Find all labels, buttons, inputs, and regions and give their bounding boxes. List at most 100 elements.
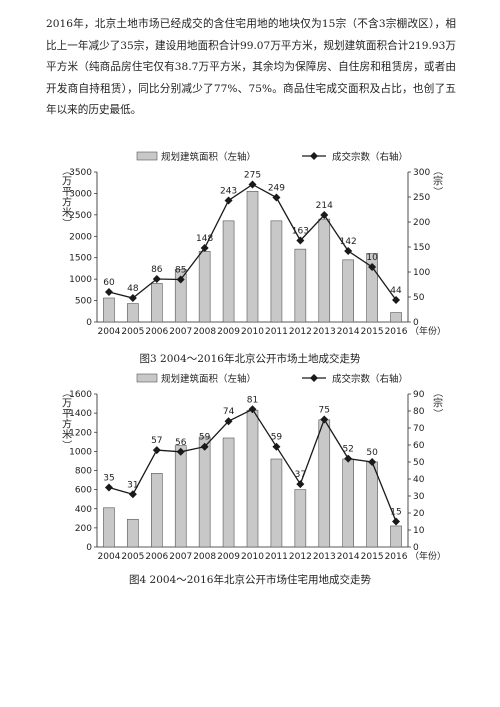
y-right-tick-label: 250 bbox=[413, 193, 430, 203]
figure3-chart: 规划建筑面积（左轴） 成交宗数（右轴）0500100015002000250030… bbox=[61, 151, 447, 337]
line-data-label: 37 bbox=[295, 470, 306, 480]
bar bbox=[294, 489, 307, 548]
line-point bbox=[128, 490, 137, 499]
bar bbox=[342, 458, 354, 548]
line-data-label: 142 bbox=[340, 237, 357, 247]
x-tick-label: 2004 bbox=[98, 327, 121, 337]
line-data-label: 52 bbox=[342, 445, 353, 455]
legend-bar-label: 规划建筑面积（左轴） bbox=[161, 151, 256, 163]
legend-line-marker bbox=[310, 152, 318, 160]
y-left-tick-label: 400 bbox=[75, 505, 92, 515]
y-left-tick-label: 1600 bbox=[69, 390, 92, 400]
bar bbox=[103, 507, 115, 548]
y-right-tick-label: 60 bbox=[413, 441, 425, 451]
bar bbox=[366, 461, 378, 548]
x-tick-label: 2012 bbox=[289, 552, 312, 562]
x-tick-label: 2010 bbox=[241, 552, 264, 562]
x-tick-label: 2006 bbox=[145, 327, 168, 337]
y-left-tick-label: 2000 bbox=[69, 232, 92, 242]
y-left-tick-label: 3500 bbox=[69, 168, 92, 178]
line-point bbox=[368, 263, 377, 271]
y-left-tick-label: 1200 bbox=[69, 428, 92, 438]
bar bbox=[294, 248, 307, 323]
x-tick-label: 2016 bbox=[385, 327, 408, 337]
line-point bbox=[368, 458, 377, 466]
legend-line-label: 成交宗数（右轴） bbox=[332, 151, 408, 163]
x-tick-label: 2007 bbox=[169, 552, 192, 562]
line-point bbox=[344, 247, 353, 255]
y-left-tick-label: 0 bbox=[86, 543, 92, 553]
y-right-tick-label: 90 bbox=[413, 390, 425, 400]
y-left-tick-label: 600 bbox=[75, 486, 92, 496]
bar bbox=[318, 419, 331, 548]
x-tick-label: 2007 bbox=[169, 327, 192, 337]
y-left-title-char: 万 bbox=[62, 399, 72, 410]
bar bbox=[342, 259, 354, 323]
y-left-title-char: 米 bbox=[62, 428, 72, 441]
x-tick-label: 2016 bbox=[385, 552, 408, 562]
line-data-label: 31 bbox=[127, 480, 138, 490]
bar bbox=[151, 283, 163, 323]
x-tick-label: 2008 bbox=[193, 552, 216, 562]
line-data-label: 75 bbox=[319, 406, 330, 416]
bar bbox=[174, 445, 187, 548]
line-point bbox=[392, 517, 401, 526]
line-data-label: 35 bbox=[103, 474, 114, 484]
y-left-tick-label: 2500 bbox=[69, 211, 92, 221]
line-point bbox=[320, 211, 329, 219]
y-right-tick-label: 10 bbox=[413, 526, 425, 536]
y-left-tick-label: 1400 bbox=[69, 409, 92, 419]
y-right-title-char: （ bbox=[432, 166, 444, 176]
bar bbox=[270, 458, 283, 548]
line-data-label: 85 bbox=[175, 266, 186, 276]
bar bbox=[222, 437, 235, 548]
x-tick-label: 2004 bbox=[98, 552, 121, 562]
line-data-label: 59 bbox=[271, 433, 283, 443]
line-point bbox=[320, 415, 329, 424]
bar bbox=[151, 473, 163, 548]
y-right-title-char: ） bbox=[432, 187, 444, 197]
y-left-tick-label: 800 bbox=[75, 467, 92, 477]
y-right-tick-label: 20 bbox=[413, 509, 425, 519]
line-data-label: 48 bbox=[127, 284, 139, 294]
body-paragraph: 2016年，北京土地市场已经成交的含住宅用地的地块仅为15宗（不含3宗棚改区），… bbox=[46, 18, 456, 116]
line-data-label: 10 bbox=[366, 253, 378, 263]
line-data-label: 57 bbox=[151, 436, 162, 446]
y-left-title-char: （ bbox=[61, 166, 73, 176]
bar bbox=[390, 525, 402, 548]
x-tick-label: 2005 bbox=[121, 552, 144, 562]
x-axis-unit: （年份） bbox=[410, 325, 446, 337]
line-data-label: 148 bbox=[196, 234, 213, 244]
legend-bar-swatch bbox=[136, 373, 158, 383]
y-left-title-char: （ bbox=[61, 388, 73, 398]
bar bbox=[127, 518, 139, 548]
x-tick-label: 2009 bbox=[217, 552, 240, 562]
x-tick-label: 2011 bbox=[265, 327, 288, 337]
y-right-tick-label: 30 bbox=[413, 492, 425, 502]
x-tick-label: 2015 bbox=[361, 327, 384, 337]
y-left-title-char: 方 bbox=[62, 418, 72, 431]
line-point bbox=[344, 454, 353, 463]
line-point bbox=[296, 236, 305, 245]
y-right-tick-label: 300 bbox=[413, 168, 430, 178]
line-point bbox=[128, 294, 137, 302]
y-right-tick-label: 50 bbox=[413, 458, 425, 468]
x-tick-label: 2014 bbox=[337, 552, 360, 562]
bar bbox=[366, 253, 378, 323]
y-right-title-char: ） bbox=[432, 409, 444, 419]
line-point bbox=[104, 483, 113, 492]
line-point bbox=[224, 417, 233, 426]
line-data-label: 44 bbox=[390, 286, 402, 296]
y-left-tick-label: 500 bbox=[75, 297, 92, 307]
y-left-title-char: 米 bbox=[62, 206, 72, 219]
y-left-tick-label: 1000 bbox=[69, 275, 92, 285]
x-tick-label: 2009 bbox=[217, 327, 240, 337]
bar bbox=[198, 250, 211, 323]
x-tick-label: 2013 bbox=[313, 552, 336, 562]
bar bbox=[174, 268, 187, 323]
figure4-chart: 规划建筑面积（左轴） 成交宗数（右轴）0200400600800100012001… bbox=[61, 373, 447, 562]
line-data-label: 81 bbox=[247, 395, 258, 405]
y-right-title-char: 宗 bbox=[433, 175, 443, 188]
y-left-title-char: 平 bbox=[62, 409, 72, 420]
y-right-title-char: 宗 bbox=[433, 397, 443, 410]
